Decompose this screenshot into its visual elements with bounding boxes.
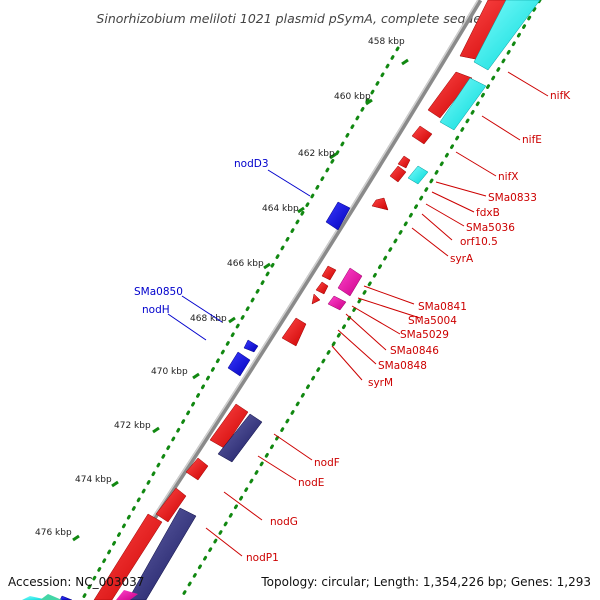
- gene-nodE: [185, 457, 209, 481]
- tick-label: 460 kbp: [334, 92, 371, 102]
- label-nodG: nodG: [270, 516, 298, 528]
- gc-track-inner: [178, 0, 542, 600]
- gene-small3: [321, 265, 337, 281]
- map-title: Sinorhizobium meliloti 1021 plasmid pSym…: [96, 11, 503, 26]
- gene-nodP1: [93, 513, 163, 600]
- gene-syrM: [281, 317, 307, 347]
- gene-bottom-blue: [59, 595, 73, 600]
- summary-text: Topology: circular; Length: 1,354,226 bp…: [260, 575, 591, 589]
- navy-nodF: [217, 413, 263, 463]
- label-nodH: nodH: [142, 304, 170, 316]
- reverse-genes: [59, 201, 351, 600]
- tick-label: 476 kbp: [35, 528, 72, 538]
- label-nodP1: nodP1: [246, 552, 279, 564]
- gene-small4: [315, 281, 329, 295]
- cyan-nifE: [439, 77, 487, 131]
- accession-text: Accession: NC_003037: [8, 575, 144, 589]
- tick-label: 472 kbp: [114, 421, 151, 431]
- label-syrM: syrM: [368, 377, 393, 389]
- tick-label: 458 kbp: [368, 37, 405, 47]
- secondary-tracks: [22, 0, 541, 600]
- tick-label: 468 kbp: [190, 314, 227, 324]
- gene-syrA: [371, 197, 389, 211]
- label-SMa0833: SMa0833: [488, 192, 537, 204]
- tick-label: 466 kbp: [227, 259, 264, 269]
- gene-nodH: [227, 351, 251, 377]
- backbone: [97, 0, 483, 600]
- label-nodF: nodF: [314, 457, 340, 469]
- label-fdxB: fdxB: [476, 207, 500, 219]
- label-nifE: nifE: [522, 134, 542, 146]
- gene-SMa0850: [243, 339, 259, 353]
- label-nifK: nifK: [550, 90, 571, 102]
- gene-nifX: [411, 125, 433, 145]
- pink-rna2: [327, 295, 347, 311]
- label-SMa5029: SMa5029: [400, 329, 449, 341]
- label-SMa0848: SMa0848: [378, 360, 427, 372]
- pink-bottom: [116, 590, 138, 600]
- label-nodD3: nodD3: [234, 158, 269, 170]
- gene-small2: [389, 165, 407, 183]
- label-SMa0850: SMa0850: [134, 286, 183, 298]
- label-leaders-blue: [167, 169, 311, 341]
- gene-nifE: [427, 71, 473, 119]
- label-leaders-red: [205, 71, 549, 557]
- gene-labels: nodD3 SMa0850 nodH nifK nifE nifX SMa083…: [134, 90, 571, 564]
- navy-nodP1: [127, 507, 197, 600]
- backbone-highlight: [97, 0, 479, 600]
- tick-label: 462 kbp: [298, 149, 335, 159]
- cyan-small: [407, 165, 429, 185]
- gene-small5: [311, 293, 321, 305]
- label-SMa5004: SMa5004: [408, 315, 457, 327]
- cyan-nifK: [473, 0, 541, 71]
- tick-labels: 458 kbp 460 kbp 462 kbp 464 kbp 466 kbp …: [35, 37, 405, 538]
- gc-track-outer: [80, 46, 400, 600]
- label-nifX: nifX: [498, 171, 518, 183]
- label-SMa5036: SMa5036: [466, 222, 515, 234]
- gene-nodD3: [325, 201, 351, 231]
- gene-nodG: [155, 487, 187, 523]
- tick-marks: [72, 58, 409, 542]
- label-SMa0841: SMa0841: [418, 301, 467, 313]
- green-bottom: [40, 594, 62, 600]
- pink-rna1: [337, 267, 363, 297]
- tick-label: 474 kbp: [75, 475, 112, 485]
- tick-label: 464 kbp: [262, 204, 299, 214]
- forward-genes: [93, 0, 523, 600]
- label-SMa0846: SMa0846: [390, 345, 439, 357]
- gene-small1: [397, 155, 411, 169]
- label-orf10.5: orf10.5: [460, 236, 498, 248]
- label-nodE: nodE: [298, 477, 324, 489]
- tick-label: 470 kbp: [151, 367, 188, 377]
- label-syrA: syrA: [450, 253, 474, 265]
